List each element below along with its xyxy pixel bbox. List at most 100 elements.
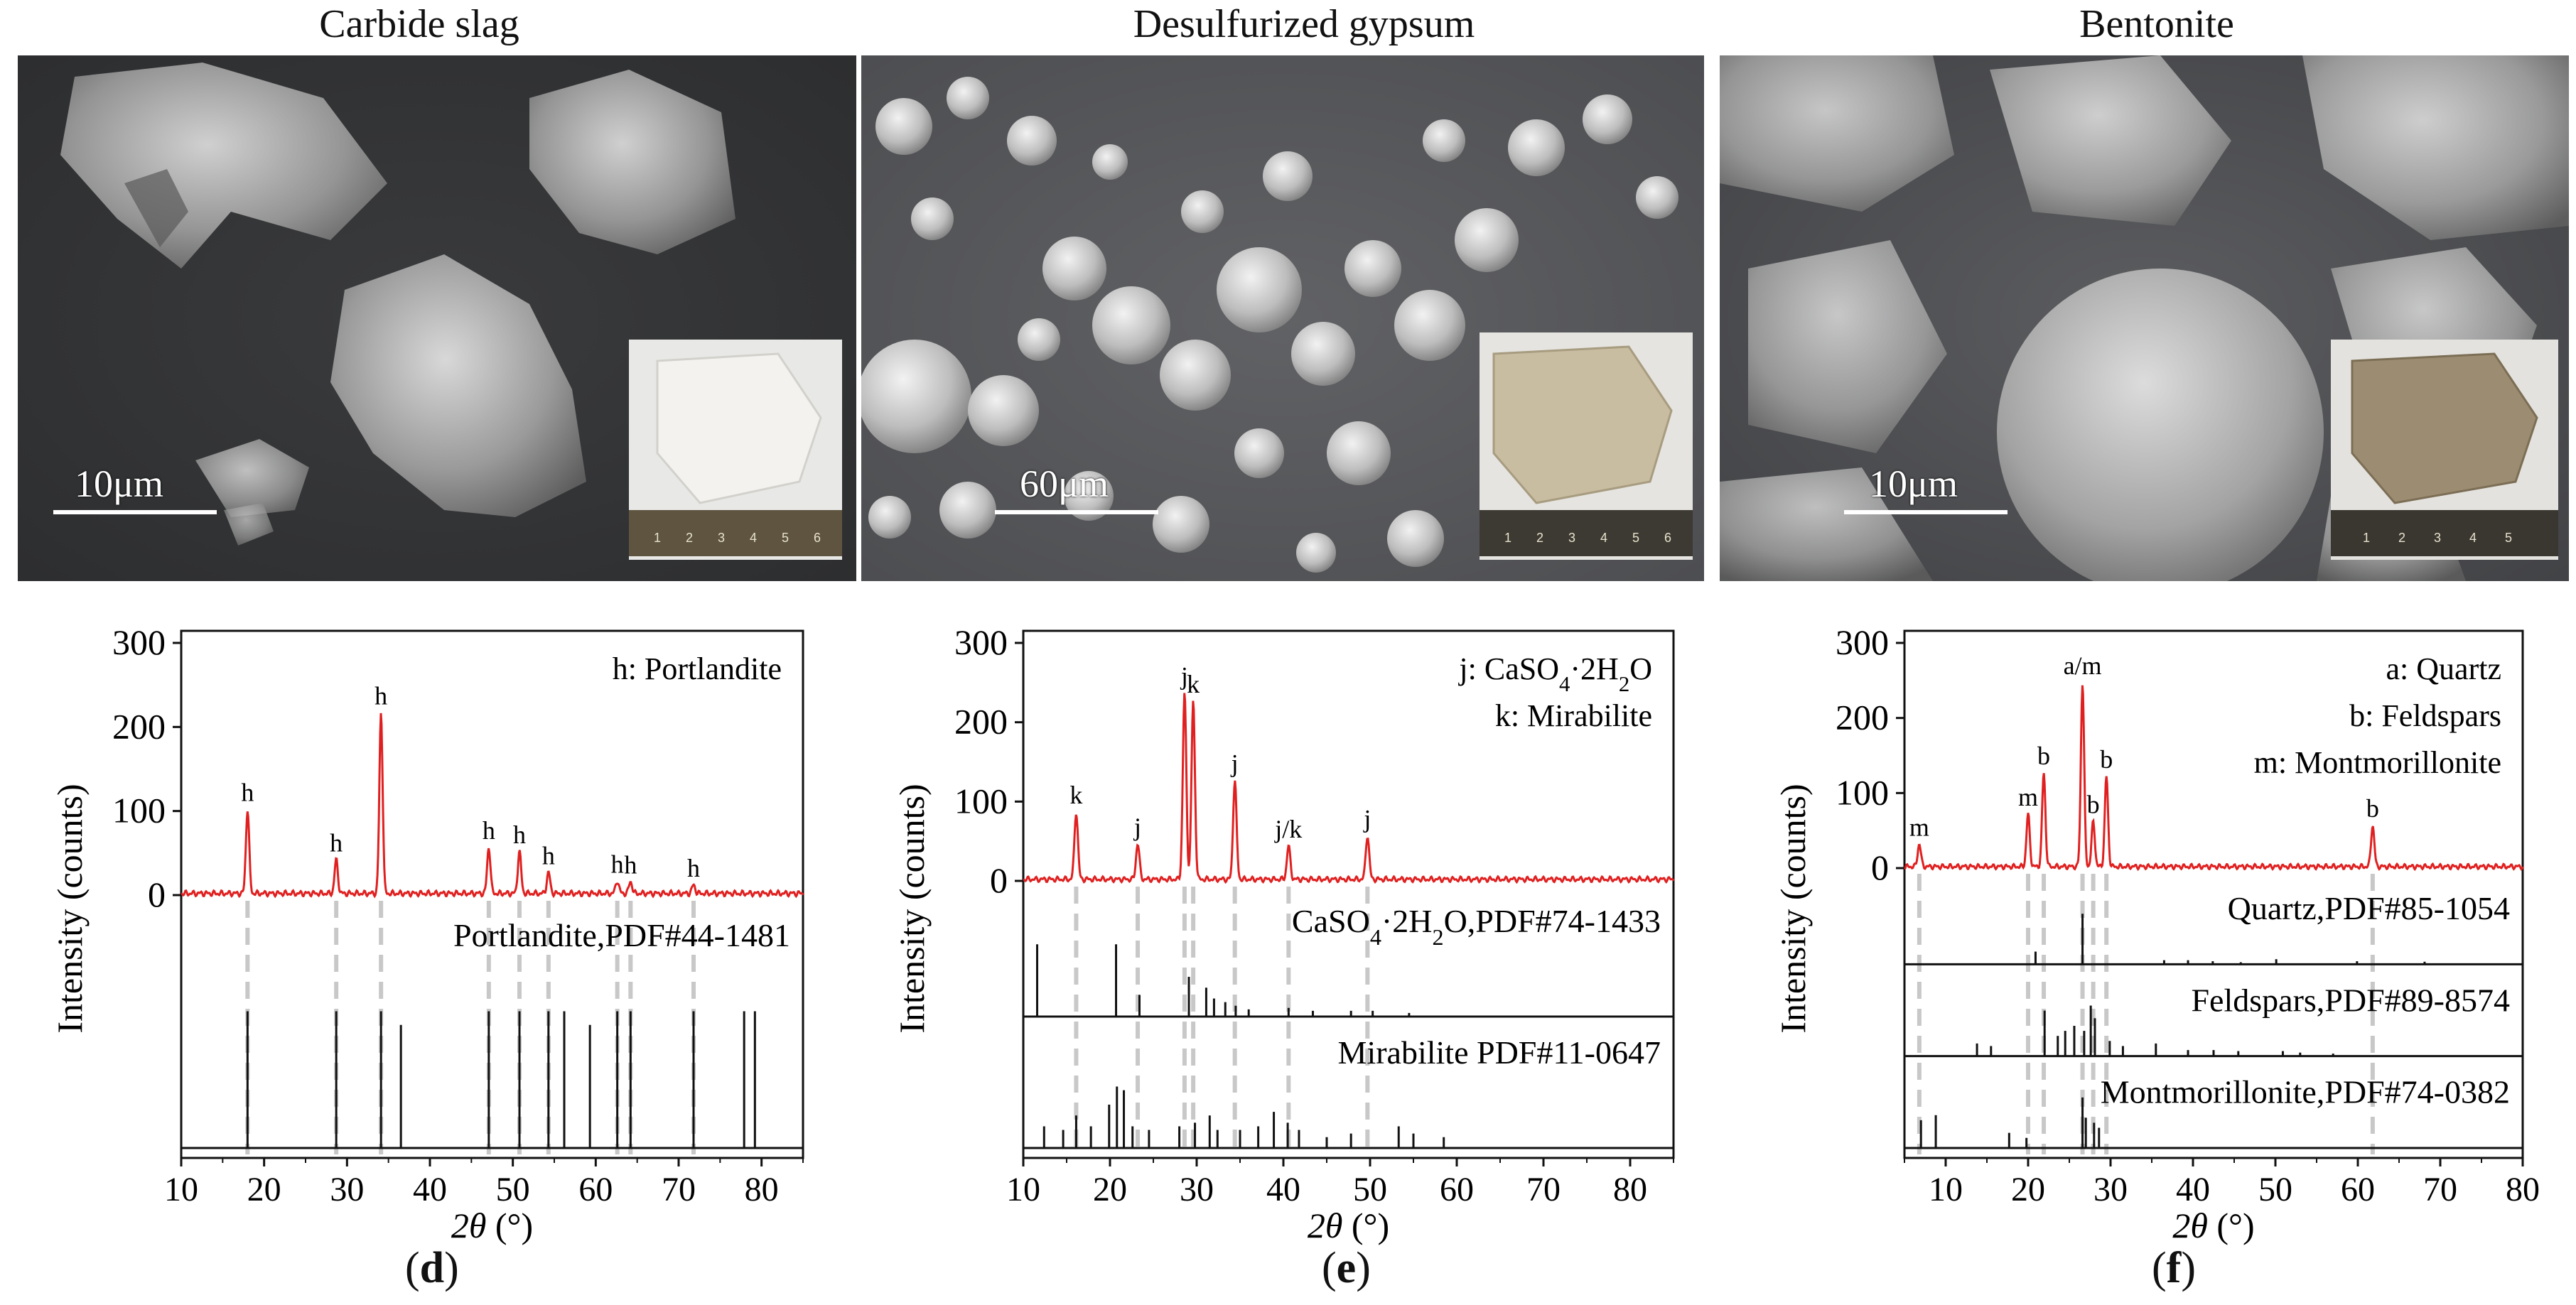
x-tick-label: 10 <box>164 1171 198 1208</box>
x-tick-label: 40 <box>1266 1171 1300 1208</box>
scalebar <box>1844 510 2008 514</box>
panel-title-desulfurized-gypsum: Desulfurized gypsum <box>1133 2 1475 46</box>
x-tick-label: 60 <box>2341 1171 2375 1208</box>
legend-entry: m: Montmorillonite <box>2254 745 2501 780</box>
x-tick-label: 30 <box>1180 1171 1214 1208</box>
y-tick-label: 300 <box>1836 622 1889 662</box>
ruler-digit: 5 <box>1632 531 1639 545</box>
legend-entry: k: Mirabilite <box>1495 698 1652 733</box>
ruler-digit: 6 <box>814 531 821 545</box>
xrd-pattern-line <box>1903 685 2524 872</box>
y-tick-label: 300 <box>954 622 1008 662</box>
xrd-plot-desulfurized-gypsum: 10 20 30 40 50 60 70 80 2θ (°) 0 100 200 300 Intensit… <box>871 618 1709 1245</box>
ruler-digit: 2 <box>2398 531 2405 545</box>
x-tick-label: 80 <box>745 1171 779 1208</box>
x-axis-label: 2θ (°) <box>451 1206 533 1245</box>
ruler-digit: 2 <box>686 531 693 545</box>
x-tick-label: 50 <box>2258 1171 2292 1208</box>
x-tick-label: 40 <box>413 1171 447 1208</box>
peak-label: j/k <box>1273 815 1302 843</box>
ruler-digit: 4 <box>1600 531 1607 545</box>
scalebar-label: 60μm <box>1020 462 1109 505</box>
xrd-pattern-line <box>1023 693 1675 884</box>
x-axis-label: 2θ (°) <box>2172 1206 2254 1245</box>
peak-label: h <box>330 829 343 857</box>
ruler-digit: 3 <box>1568 531 1575 545</box>
reference-label: Quartz,PDF#85-1054 <box>2228 890 2510 926</box>
scalebar <box>995 510 1158 514</box>
y-axis-label: Intensity (counts) <box>1773 784 1813 1033</box>
peak-label: b <box>2100 745 2113 774</box>
figure-label-f: (f) <box>2152 1244 2196 1292</box>
x-tick-label: 80 <box>1613 1171 1647 1208</box>
peak-label: h <box>687 854 700 882</box>
x-tick-label: 60 <box>1440 1171 1474 1208</box>
ruler-digit: 1 <box>2363 531 2370 545</box>
x-tick-label: 10 <box>1006 1171 1040 1208</box>
x-tick-label: 10 <box>1929 1171 1963 1208</box>
scalebar-label: 10μm <box>1869 462 1958 505</box>
peak-label: j <box>1133 813 1141 841</box>
x-tick-label: 50 <box>496 1171 530 1208</box>
y-axis-label: Intensity (counts) <box>50 784 90 1033</box>
sem-image-bentonite: 1 2 3 4 5 <box>1720 55 2569 581</box>
y-tick-label: 0 <box>1871 848 1889 887</box>
reference-label: CaSO4·2H2O,PDF#74-1433 <box>1292 903 1661 950</box>
legend-entry: h: Portlandite <box>613 651 782 686</box>
panel-title-carbide-slag: Carbide slag <box>319 2 519 46</box>
plot-frame <box>1903 629 2524 1159</box>
x-tick-label: 30 <box>330 1171 364 1208</box>
peak-label: b <box>2037 742 2050 770</box>
x-tick-label: 70 <box>1526 1171 1561 1208</box>
xrd-plot-bentonite: 10 20 30 40 50 60 70 80 2θ (°) 0 100 200 300 Intensit… <box>1723 618 2562 1245</box>
scalebar <box>53 510 217 514</box>
reference-label: Mirabilite PDF#11-0647 <box>1338 1034 1661 1071</box>
peak-label: b <box>2366 794 2379 823</box>
ruler-digit: 6 <box>1664 531 1671 545</box>
peak-label: m <box>2018 783 2038 811</box>
y-tick-label: 0 <box>990 860 1008 900</box>
reference-label: Feldspars,PDF#89-8574 <box>2191 982 2510 1018</box>
peak-label: j <box>1230 749 1239 777</box>
x-tick-label: 50 <box>1353 1171 1387 1208</box>
ruler-digit: 3 <box>2434 531 2441 545</box>
x-tick-label: 20 <box>1093 1171 1127 1208</box>
y-tick-label: 200 <box>1836 698 1889 737</box>
xrd-pattern-line <box>180 713 804 899</box>
x-tick-label: 40 <box>2176 1171 2210 1208</box>
x-tick-label: 80 <box>2506 1171 2540 1208</box>
sem-image-carbide-slag: 1 2 3 4 5 6 <box>18 55 856 581</box>
x-tick-label: 30 <box>2093 1171 2128 1208</box>
reference-label: Montmorillonite,PDF#74-0382 <box>2101 1074 2510 1110</box>
peak-label: h <box>611 850 624 878</box>
x-axis-label: 2θ (°) <box>1308 1206 1389 1245</box>
ruler-digit: 5 <box>2505 531 2512 545</box>
y-tick-label: 200 <box>954 702 1008 742</box>
ruler-digit: 2 <box>1536 531 1543 545</box>
peak-label: b <box>2087 791 2100 819</box>
peak-label: h <box>374 682 387 710</box>
panel-title-bentonite: Bentonite <box>2079 2 2234 46</box>
ruler-digit: 4 <box>2469 531 2477 545</box>
peak-label: k <box>1187 670 1200 698</box>
y-tick-label: 300 <box>112 622 166 662</box>
figure-label-e: (e) <box>1322 1244 1371 1292</box>
xrd-plot-carbide-slag: 10 20 30 40 50 60 70 80 2θ (°) 0 100 200 300 Intensit… <box>0 618 839 1245</box>
ruler-digit: 1 <box>654 531 661 545</box>
peak-label: k <box>1069 781 1082 809</box>
x-tick-label: 70 <box>2423 1171 2457 1208</box>
x-tick-label: 70 <box>662 1171 696 1208</box>
peak-label: j <box>1180 662 1188 691</box>
scalebar-label: 10μm <box>75 462 163 505</box>
sem-image-desulfurized-gypsum: 1 2 3 4 5 6 <box>861 55 1704 581</box>
peak-label: h <box>513 821 526 849</box>
x-tick-label: 60 <box>578 1171 613 1208</box>
plot-frame <box>1022 629 1675 1159</box>
ruler-digit: 3 <box>718 531 725 545</box>
peak-label: a/m <box>2064 651 2102 680</box>
y-tick-label: 200 <box>112 706 166 746</box>
x-tick-label: 20 <box>2011 1171 2045 1208</box>
legend-entry: a: Quartz <box>2386 651 2501 686</box>
peak-label: j <box>1362 805 1371 833</box>
y-tick-label: 100 <box>1836 772 1889 812</box>
